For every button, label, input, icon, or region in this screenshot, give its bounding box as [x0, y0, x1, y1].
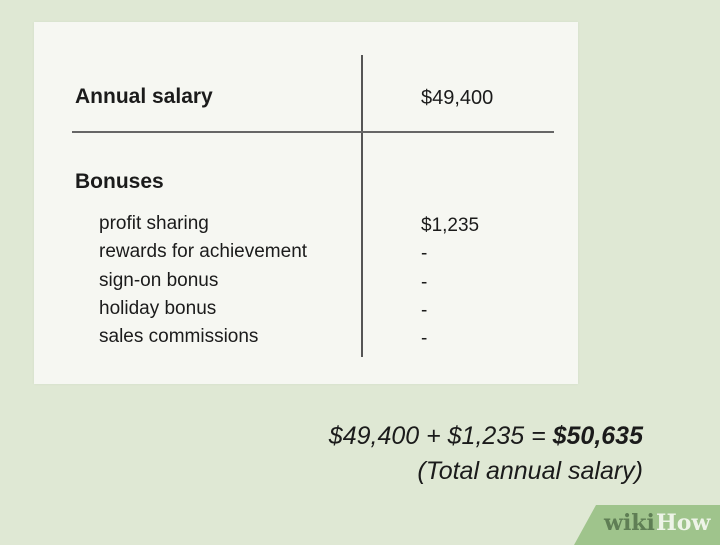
bonus-item-value: $1,235	[421, 215, 480, 236]
logo-how: How	[656, 510, 711, 536]
annual-salary-value: $49,400	[421, 87, 494, 109]
bonus-item-label: holiday bonus	[99, 298, 217, 319]
formula-expression: $49,400 + $1,235 =	[328, 422, 553, 450]
bonus-item-label: sales commissions	[99, 326, 259, 347]
total-formula: $49,400 + $1,235 = $50,635	[329, 422, 643, 451]
bonus-item-value: -	[421, 328, 428, 349]
wikihow-logo: wiki How	[574, 505, 720, 545]
bonus-item-label: profit sharing	[99, 213, 209, 234]
logo-wiki: wiki	[604, 510, 655, 536]
row-divider	[72, 131, 554, 133]
formula-result: $50,635	[552, 422, 643, 450]
salary-card	[34, 22, 578, 384]
column-divider	[361, 55, 363, 357]
annual-salary-label: Annual salary	[75, 85, 213, 108]
bonuses-label: Bonuses	[75, 170, 164, 193]
bonus-item-value: -	[421, 272, 428, 293]
formula-caption: (Total annual salary)	[417, 457, 643, 485]
bonus-item-value: -	[421, 300, 428, 321]
bonus-item-label: rewards for achievement	[99, 241, 308, 262]
bonus-item-value: -	[421, 243, 428, 264]
bonus-item-label: sign-on bonus	[99, 270, 219, 291]
